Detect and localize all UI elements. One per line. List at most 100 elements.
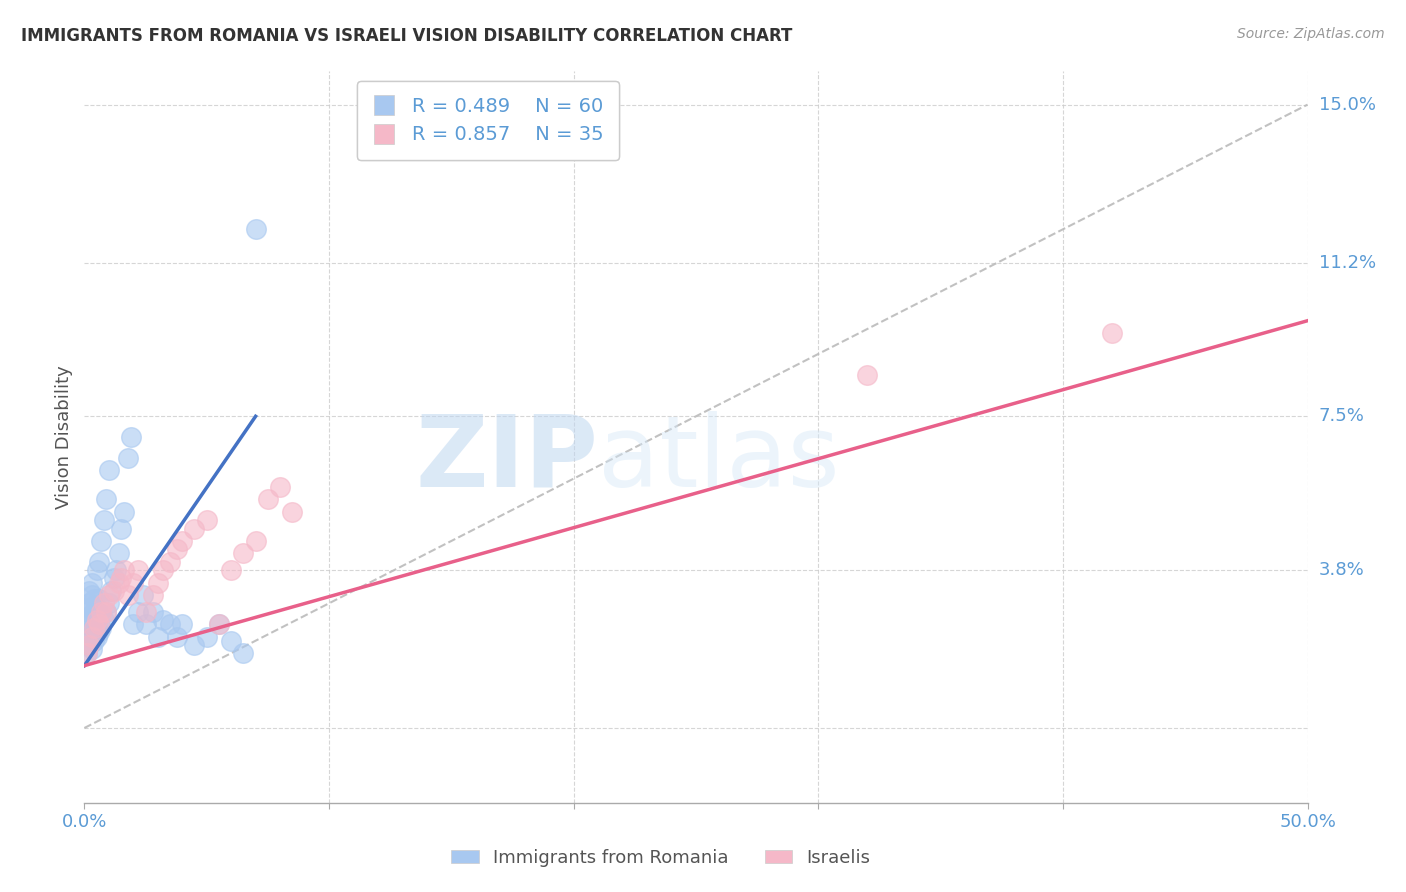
Point [77, 596, 100, 610]
Point [112, 563, 135, 577]
Point [135, 605, 157, 619]
Point [208, 617, 231, 632]
Point [86, 617, 108, 632]
Point [105, 563, 128, 577]
Point [86, 630, 108, 644]
Point [127, 563, 149, 577]
Text: atlas: atlas [598, 410, 839, 508]
Point [87, 617, 110, 632]
Point [152, 613, 174, 627]
Point [80, 630, 103, 644]
Point [208, 617, 231, 632]
Point [142, 605, 165, 619]
Point [195, 513, 218, 527]
Text: 15.0%: 15.0% [1319, 95, 1375, 113]
Point [219, 633, 242, 648]
Point [83, 621, 105, 635]
Point [117, 588, 139, 602]
Point [90, 533, 112, 548]
Point [281, 505, 304, 519]
Point [76, 630, 98, 644]
Point [97, 463, 120, 477]
Point [257, 492, 280, 507]
Point [166, 630, 188, 644]
Point [80, 630, 103, 644]
Point [86, 563, 108, 577]
Point [142, 588, 165, 602]
Point [166, 542, 188, 557]
Point [122, 617, 145, 632]
Legend: Immigrants from Romania, Israelis: Immigrants from Romania, Israelis [444, 842, 877, 874]
Point [97, 596, 120, 610]
Point [87, 592, 110, 607]
Point [172, 533, 194, 548]
Text: 3.8%: 3.8% [1319, 561, 1364, 579]
Point [93, 613, 115, 627]
Text: Source: ZipAtlas.com: Source: ZipAtlas.com [1237, 27, 1385, 41]
Point [83, 633, 105, 648]
Point [77, 583, 100, 598]
Point [96, 605, 118, 619]
Point [110, 571, 132, 585]
Point [83, 592, 105, 607]
Point [146, 630, 169, 644]
Point [77, 638, 100, 652]
Point [159, 555, 181, 569]
Point [245, 222, 267, 236]
Point [77, 625, 100, 640]
Point [110, 521, 132, 535]
Point [856, 368, 879, 382]
Point [107, 546, 129, 560]
Point [76, 646, 98, 660]
Point [77, 638, 100, 652]
Legend: R = 0.489    N = 60, R = 0.857    N = 35: R = 0.489 N = 60, R = 0.857 N = 35 [357, 81, 619, 160]
Point [96, 605, 118, 619]
Point [76, 617, 98, 632]
Point [183, 638, 205, 652]
Point [232, 646, 254, 660]
Point [80, 575, 103, 590]
Text: IMMIGRANTS FROM ROMANIA VS ISRAELI VISION DISABILITY CORRELATION CHART: IMMIGRANTS FROM ROMANIA VS ISRAELI VISIO… [21, 27, 793, 45]
Point [195, 630, 218, 644]
Text: 7.5%: 7.5% [1319, 408, 1365, 425]
Point [83, 621, 105, 635]
Point [100, 583, 122, 598]
Point [77, 608, 100, 623]
Text: ZIP: ZIP [415, 410, 598, 508]
Point [117, 450, 139, 465]
Point [219, 563, 242, 577]
Point [103, 571, 125, 585]
Point [152, 563, 174, 577]
Point [90, 621, 112, 635]
Point [269, 480, 291, 494]
Point [93, 513, 115, 527]
Point [80, 600, 103, 615]
Point [107, 575, 129, 590]
Point [127, 605, 149, 619]
Point [80, 642, 103, 657]
Point [80, 588, 103, 602]
Point [76, 605, 98, 619]
Point [80, 613, 103, 627]
Point [112, 505, 135, 519]
Point [183, 521, 205, 535]
Point [87, 555, 110, 569]
Point [103, 583, 125, 598]
Point [245, 533, 267, 548]
Point [232, 546, 254, 560]
Point [1101, 326, 1123, 341]
Point [172, 617, 194, 632]
Point [159, 617, 181, 632]
Point [96, 492, 118, 507]
Point [87, 608, 110, 623]
Point [120, 430, 142, 444]
Point [93, 596, 115, 610]
Y-axis label: Vision Disability: Vision Disability [55, 365, 73, 509]
Point [135, 617, 157, 632]
Point [90, 605, 112, 619]
Point [86, 613, 108, 627]
Text: 11.2%: 11.2% [1319, 253, 1376, 271]
Point [87, 625, 110, 640]
Point [83, 605, 105, 619]
Point [122, 575, 145, 590]
